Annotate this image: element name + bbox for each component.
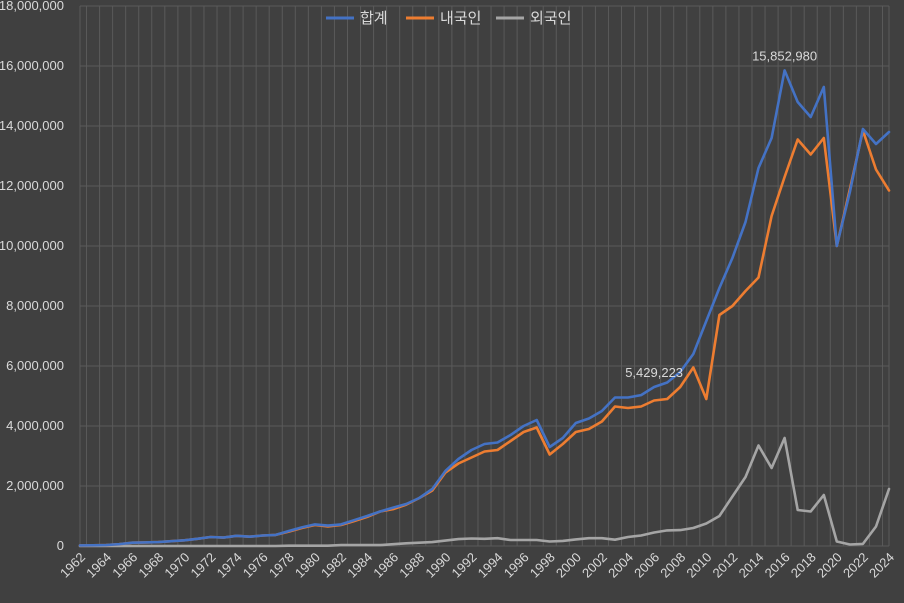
y-tick-label: 18,000,000 — [0, 0, 64, 13]
vertical-gridlines — [79, 6, 890, 546]
y-tick-label: 2,000,000 — [6, 478, 64, 493]
data-labels: 5,429,223 15,852,980 — [625, 48, 817, 380]
legend: 합계 내국인 외국인 — [326, 9, 571, 27]
legend-label: 내국인 — [440, 9, 481, 27]
series-lines — [78, 69, 891, 548]
legend-label: 합계 — [360, 9, 388, 27]
data-label: 5,429,223 — [625, 365, 683, 380]
y-tick-label: 0 — [57, 538, 64, 553]
y-tick-label: 6,000,000 — [6, 358, 64, 373]
y-tick-label: 4,000,000 — [6, 418, 64, 433]
series-line-외국인 — [78, 436, 891, 548]
data-label: 15,852,980 — [752, 48, 817, 63]
series-line-합계 — [78, 69, 891, 547]
y-tick-label: 14,000,000 — [0, 118, 64, 133]
y-tick-label: 8,000,000 — [6, 298, 64, 313]
y-tick-label: 12,000,000 — [0, 178, 64, 193]
y-tick-label: 16,000,000 — [0, 58, 64, 73]
legend-label: 외국인 — [530, 9, 571, 27]
y-tick-label: 10,000,000 — [0, 238, 64, 253]
y-axis: 0 2,000,000 4,000,000 6,000,000 8,000,000 10,… — [0, 0, 64, 553]
